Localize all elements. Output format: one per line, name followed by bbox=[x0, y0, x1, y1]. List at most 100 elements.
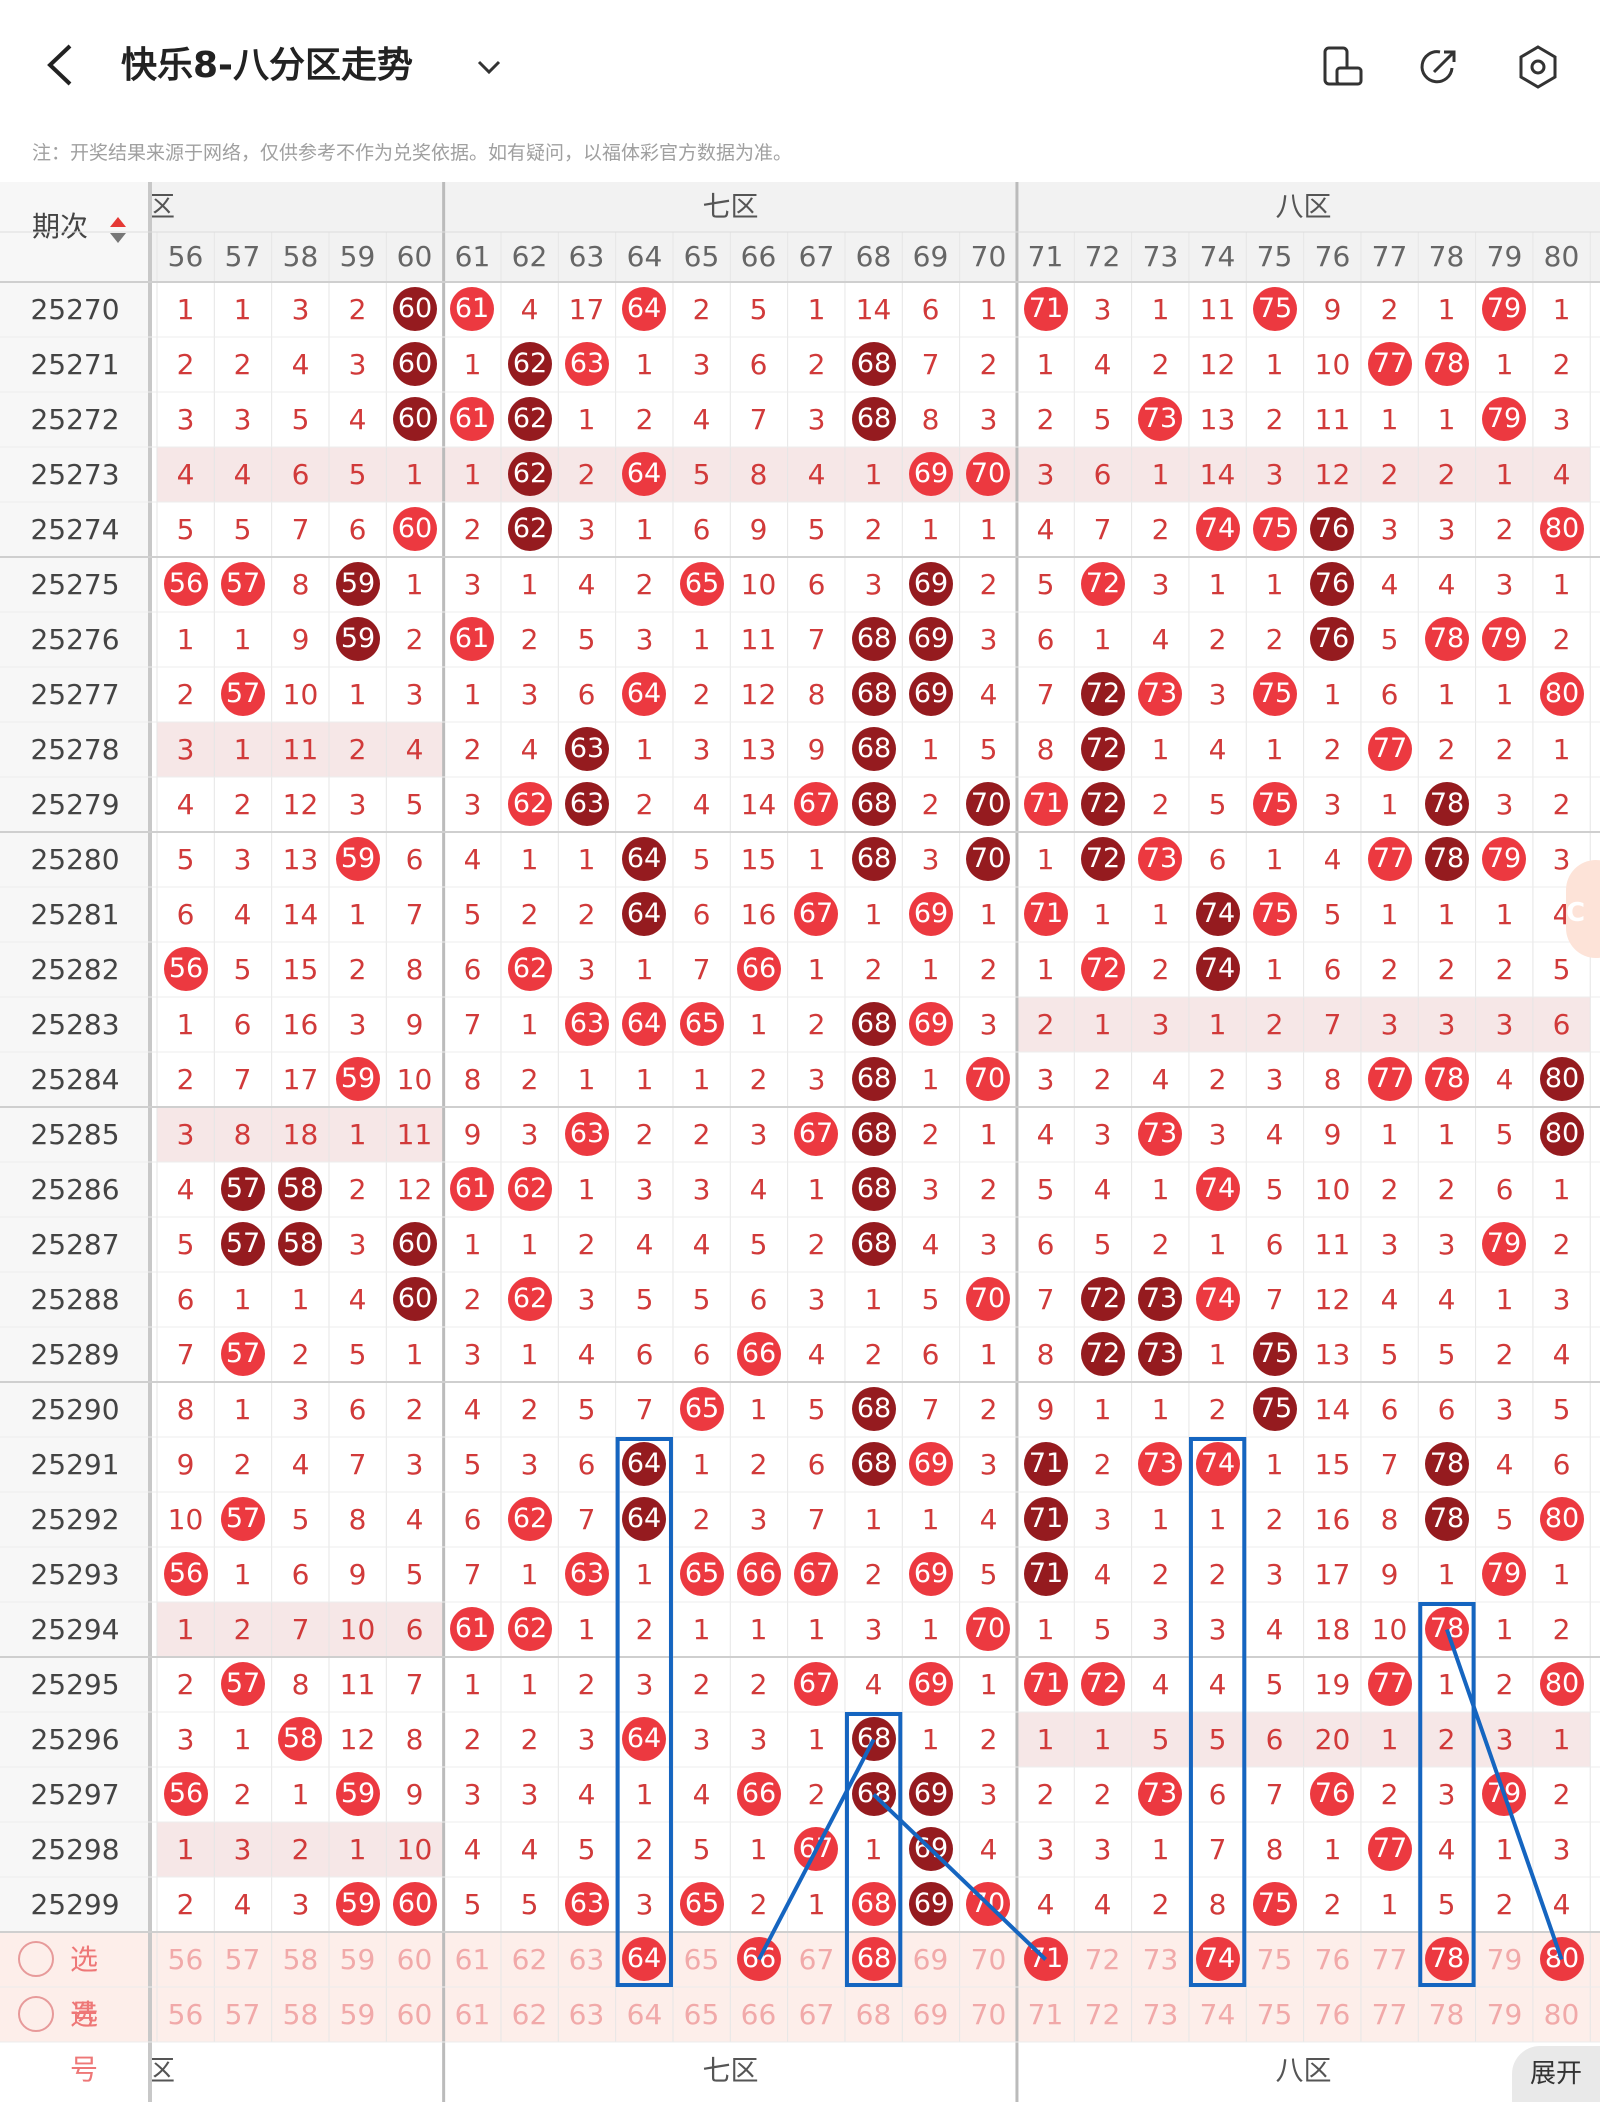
miss-count: 4 bbox=[1552, 1888, 1571, 1921]
pick-number[interactable]: 56 bbox=[167, 1943, 204, 1976]
draw-ball: 72 bbox=[1081, 782, 1125, 826]
pick-number[interactable]: 73 bbox=[1142, 1943, 1179, 1976]
settings-hexagon-icon[interactable] bbox=[1515, 44, 1561, 90]
pick-number[interactable]: 66 bbox=[740, 1998, 777, 2031]
miss-count: 5 bbox=[405, 1558, 424, 1591]
pick-number[interactable]: 59 bbox=[339, 1943, 376, 1976]
miss-count: 1 bbox=[463, 458, 482, 491]
miss-count: 1 bbox=[979, 898, 998, 931]
picked-ball[interactable]: 64 bbox=[622, 1937, 666, 1981]
pick-number[interactable]: 63 bbox=[568, 1998, 605, 2031]
miss-count: 1 bbox=[1437, 293, 1456, 326]
miss-count: 2 bbox=[520, 1393, 539, 1426]
pick-number[interactable]: 62 bbox=[511, 1943, 548, 1976]
pick-number[interactable]: 62 bbox=[511, 1998, 548, 2031]
page-title: 快乐8-八分区走势 bbox=[121, 45, 413, 86]
miss-count: 3 bbox=[1036, 1063, 1055, 1096]
chevron-left-icon[interactable] bbox=[40, 40, 80, 90]
pick-number[interactable]: 77 bbox=[1371, 1943, 1408, 1976]
pick-number[interactable]: 67 bbox=[798, 1998, 835, 2031]
column-header: 80 bbox=[1543, 240, 1580, 273]
picked-ball[interactable]: 74 bbox=[1196, 1937, 1240, 1981]
pick-number[interactable]: 58 bbox=[282, 1943, 319, 1976]
draw-ball: 60 bbox=[393, 342, 437, 386]
pick-number[interactable]: 75 bbox=[1256, 1943, 1293, 1976]
miss-count: 11 bbox=[1314, 403, 1351, 436]
draw-ball: 63 bbox=[565, 1882, 609, 1926]
pick-number[interactable]: 67 bbox=[798, 1943, 835, 1976]
pick-number[interactable]: 76 bbox=[1314, 1998, 1351, 2031]
draw-ball: 63 bbox=[565, 782, 609, 826]
picked-ball[interactable]: 66 bbox=[737, 1937, 781, 1981]
pick-number[interactable]: 70 bbox=[970, 1943, 1007, 1976]
pick-number[interactable]: 61 bbox=[454, 1998, 491, 2031]
pick-number[interactable]: 64 bbox=[626, 1998, 663, 2031]
pick-number[interactable]: 77 bbox=[1371, 1998, 1408, 2031]
miss-count: 1 bbox=[864, 1833, 883, 1866]
miss-count: 3 bbox=[1552, 1833, 1571, 1866]
mobile-landscape-icon[interactable] bbox=[1320, 44, 1366, 90]
miss-count: 5 bbox=[1265, 1173, 1284, 1206]
floating-assistant-bubble[interactable]: C bbox=[1566, 860, 1600, 958]
miss-count: 2 bbox=[1151, 953, 1170, 986]
pick-number[interactable]: 57 bbox=[224, 1998, 261, 2031]
pick-number[interactable]: 61 bbox=[454, 1943, 491, 1976]
pick-number[interactable]: 59 bbox=[339, 1998, 376, 2031]
miss-count: 2 bbox=[864, 1558, 883, 1591]
pick-number[interactable]: 78 bbox=[1428, 1998, 1465, 2031]
pick-number[interactable]: 80 bbox=[1543, 1998, 1580, 2031]
pick-number[interactable]: 58 bbox=[282, 1998, 319, 2031]
draw-ball: 66 bbox=[737, 1772, 781, 1816]
miss-count: 1 bbox=[1093, 623, 1112, 656]
picked-ball[interactable]: 68 bbox=[852, 1937, 896, 1981]
miss-count: 1 bbox=[176, 1833, 195, 1866]
period-header[interactable]: 期次 bbox=[31, 210, 88, 243]
miss-count: 1 bbox=[1093, 1723, 1112, 1756]
pick-number[interactable]: 76 bbox=[1314, 1943, 1351, 1976]
select-radio[interactable] bbox=[18, 1996, 54, 2032]
miss-count: 1 bbox=[520, 1008, 539, 1041]
draw-ball: 59 bbox=[336, 1772, 380, 1816]
miss-count: 5 bbox=[807, 513, 826, 546]
pick-number[interactable]: 72 bbox=[1084, 1943, 1121, 1976]
pick-number[interactable]: 79 bbox=[1486, 1943, 1523, 1976]
miss-count: 18 bbox=[1314, 1613, 1351, 1646]
pick-number[interactable]: 69 bbox=[912, 1943, 949, 1976]
miss-count: 1 bbox=[233, 1723, 252, 1756]
pick-number[interactable]: 56 bbox=[167, 1998, 204, 2031]
picked-ball[interactable]: 78 bbox=[1425, 1937, 1469, 1981]
pick-number[interactable]: 63 bbox=[568, 1943, 605, 1976]
miss-count: 5 bbox=[520, 1888, 539, 1921]
pick-number[interactable]: 57 bbox=[224, 1943, 261, 1976]
miss-count: 1 bbox=[1495, 1613, 1514, 1646]
trend-line bbox=[757, 1738, 876, 1961]
miss-count: 6 bbox=[692, 1338, 711, 1371]
pick-number[interactable]: 65 bbox=[683, 1998, 720, 2031]
select-radio[interactable] bbox=[18, 1941, 54, 1977]
miss-count: 3 bbox=[463, 788, 482, 821]
pick-number[interactable]: 60 bbox=[396, 1998, 433, 2031]
pick-number[interactable]: 69 bbox=[912, 1998, 949, 2031]
draw-ball: 71 bbox=[1024, 1552, 1068, 1596]
pick-number[interactable]: 68 bbox=[855, 1998, 892, 2031]
draw-ball: 70 bbox=[966, 837, 1010, 881]
miss-count: 4 bbox=[577, 568, 596, 601]
pick-number[interactable]: 74 bbox=[1199, 1998, 1236, 2031]
expand-button[interactable]: 展开 bbox=[1512, 2046, 1600, 2102]
pick-number[interactable]: 73 bbox=[1142, 1998, 1179, 2031]
pick-number[interactable]: 65 bbox=[683, 1943, 720, 1976]
pick-number[interactable]: 70 bbox=[970, 1998, 1007, 2031]
pick-number[interactable]: 75 bbox=[1256, 1998, 1293, 2031]
pick-number[interactable]: 72 bbox=[1084, 1998, 1121, 2031]
share-arrow-icon[interactable] bbox=[1416, 44, 1462, 90]
pick-number[interactable]: 71 bbox=[1027, 1998, 1064, 2031]
miss-count: 7 bbox=[921, 348, 940, 381]
pick-number[interactable]: 60 bbox=[396, 1943, 433, 1976]
miss-count: 2 bbox=[1437, 1723, 1456, 1756]
draw-ball: 61 bbox=[450, 287, 494, 331]
pick-number[interactable]: 79 bbox=[1486, 1998, 1523, 2031]
draw-ball: 64 bbox=[622, 287, 666, 331]
miss-count: 3 bbox=[807, 1063, 826, 1096]
miss-count: 1 bbox=[1265, 953, 1284, 986]
chevron-down-icon[interactable] bbox=[474, 52, 504, 82]
